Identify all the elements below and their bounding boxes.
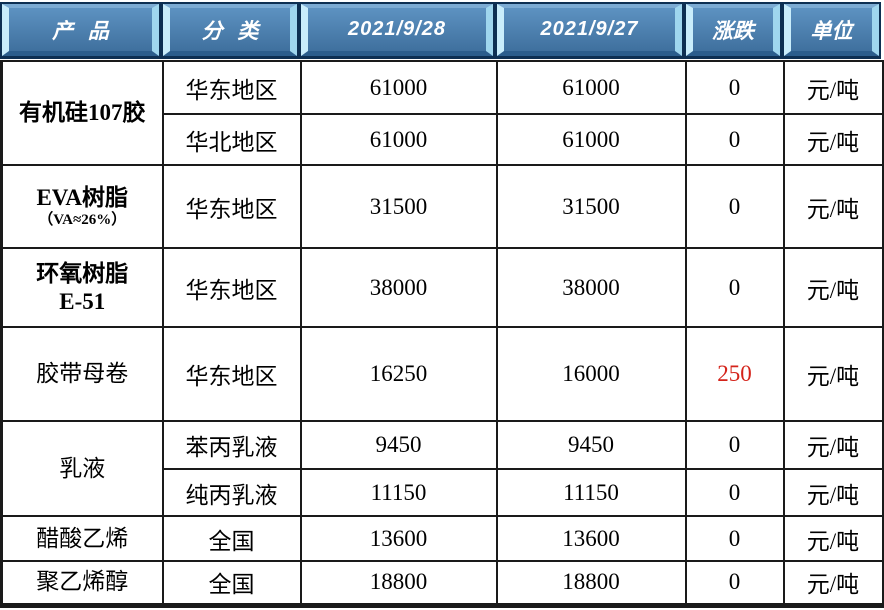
product-name-line: 胶带母卷 <box>36 361 129 387</box>
price-previous-cell: 31500 <box>495 164 687 249</box>
product-cell: 环氧树脂 E-51 <box>0 247 164 328</box>
column-header-label: 单位 <box>810 19 853 43</box>
column-header-unit: 单位 <box>782 2 881 59</box>
price-current-cell: 9450 <box>299 420 498 470</box>
column-header-product: 产品 <box>0 2 161 59</box>
price-previous-cell: 61000 <box>495 113 687 166</box>
price-previous-cell: 18800 <box>495 560 687 606</box>
category-cell: 纯丙乳液 <box>161 468 302 517</box>
table-row: 醋酸乙烯 全国 13600 13600 0 元/吨 <box>0 515 884 562</box>
product-name-line: 聚乙烯醇 <box>36 569 129 595</box>
price-previous-cell: 16000 <box>495 326 687 422</box>
unit-cell: 元/吨 <box>782 326 884 422</box>
price-previous-cell: 61000 <box>495 60 687 115</box>
change-cell: 0 <box>684 420 785 470</box>
product-cell: 聚乙烯醇 <box>0 560 164 606</box>
price-current-cell: 13600 <box>299 515 498 562</box>
table-row: 环氧树脂 E-51 华东地区 38000 38000 0 元/吨 <box>0 247 884 328</box>
column-header-price-previous: 2021/9/27 <box>495 2 684 59</box>
change-cell: 0 <box>684 560 785 606</box>
unit-cell: 元/吨 <box>782 468 884 517</box>
table-row: 有机硅107胶 华东地区 61000 61000 0 元/吨 <box>0 60 884 166</box>
column-header-label: 2021/9/28 <box>348 18 446 40</box>
column-header-face: 单位 <box>784 4 879 56</box>
unit-cell: 元/吨 <box>782 60 884 115</box>
unit-cell: 元/吨 <box>782 420 884 470</box>
price-current-cell: 31500 <box>299 164 498 249</box>
column-header-face: 2021/9/28 <box>301 4 493 56</box>
product-cell: EVA树脂 （VA≈26%） <box>0 164 164 249</box>
category-cell: 苯丙乳液 <box>161 420 302 470</box>
table-row: EVA树脂 （VA≈26%） 华东地区 31500 31500 0 元/吨 <box>0 164 884 249</box>
table-row: 胶带母卷 华东地区 16250 16000 250 元/吨 <box>0 326 884 422</box>
table-body: 有机硅107胶 华东地区 61000 61000 0 元/吨 华北地区 61000 61000 0… <box>0 60 884 608</box>
price-current-cell: 18800 <box>299 560 498 606</box>
column-header-price-current: 2021/9/28 <box>299 2 495 59</box>
column-header-face: 产品 <box>2 4 159 56</box>
table-row: 乳液 苯丙乳液 9450 9450 0 元/吨 <box>0 420 884 517</box>
price-previous-cell: 11150 <box>495 468 687 517</box>
product-name-line: （VA≈26%） <box>38 212 127 229</box>
category-cell: 华北地区 <box>161 113 302 166</box>
product-name-line: 乳液 <box>59 455 106 481</box>
column-header-label: 产品 <box>52 19 124 43</box>
column-header-face: 2021/9/27 <box>497 4 682 56</box>
column-header-face: 涨跌 <box>686 4 780 56</box>
price-previous-cell: 13600 <box>495 515 687 562</box>
price-current-cell: 16250 <box>299 326 498 422</box>
column-header-label: 涨跌 <box>712 19 754 43</box>
category-cell: 华东地区 <box>161 60 302 115</box>
price-current-cell: 38000 <box>299 247 498 328</box>
price-current-cell: 61000 <box>299 60 498 115</box>
column-header-category: 分类 <box>161 2 299 59</box>
price-previous-cell: 38000 <box>495 247 687 328</box>
unit-cell: 元/吨 <box>782 515 884 562</box>
category-cell: 华东地区 <box>161 326 302 422</box>
product-cell: 有机硅107胶 <box>0 60 164 166</box>
price-previous-cell: 9450 <box>495 420 687 470</box>
price-current-cell: 11150 <box>299 468 498 517</box>
category-cell: 华东地区 <box>161 247 302 328</box>
unit-cell: 元/吨 <box>782 560 884 606</box>
table-row: 聚乙烯醇 全国 18800 18800 0 元/吨 <box>0 560 884 606</box>
column-header-face: 分类 <box>163 4 297 56</box>
product-name-line: 环氧树脂 <box>36 260 129 286</box>
unit-cell: 元/吨 <box>782 113 884 166</box>
product-name-line: 醋酸乙烯 <box>36 525 129 551</box>
product-name-line: E-51 <box>59 288 106 314</box>
unit-cell: 元/吨 <box>782 247 884 328</box>
category-cell: 全国 <box>161 560 302 606</box>
change-cell: 0 <box>684 247 785 328</box>
product-cell: 醋酸乙烯 <box>0 515 164 562</box>
table-row: 华北地区 61000 61000 0 元/吨 <box>2 113 884 166</box>
column-header-change: 涨跌 <box>684 2 782 59</box>
price-current-cell: 61000 <box>299 113 498 166</box>
change-cell: 0 <box>684 468 785 517</box>
change-cell: 250 <box>684 326 785 422</box>
category-cell: 华东地区 <box>161 164 302 249</box>
column-header-label: 2021/9/27 <box>540 18 639 40</box>
product-cell: 胶带母卷 <box>0 326 164 422</box>
table-header-row: 产品 分类 2021/9/28 2021/9/27 涨跌 单位 <box>0 2 884 59</box>
change-cell: 0 <box>684 164 785 249</box>
product-cell: 乳液 <box>0 420 164 517</box>
product-name-line: EVA树脂 <box>36 184 129 210</box>
change-cell: 0 <box>684 515 785 562</box>
table-row: 纯丙乳液 11150 11150 0 元/吨 <box>2 468 884 517</box>
change-cell: 0 <box>684 60 785 115</box>
unit-cell: 元/吨 <box>782 164 884 249</box>
product-name-line: 有机硅107胶 <box>19 100 146 126</box>
change-cell: 0 <box>684 113 785 166</box>
category-cell: 全国 <box>161 515 302 562</box>
column-header-label: 分类 <box>201 19 274 43</box>
